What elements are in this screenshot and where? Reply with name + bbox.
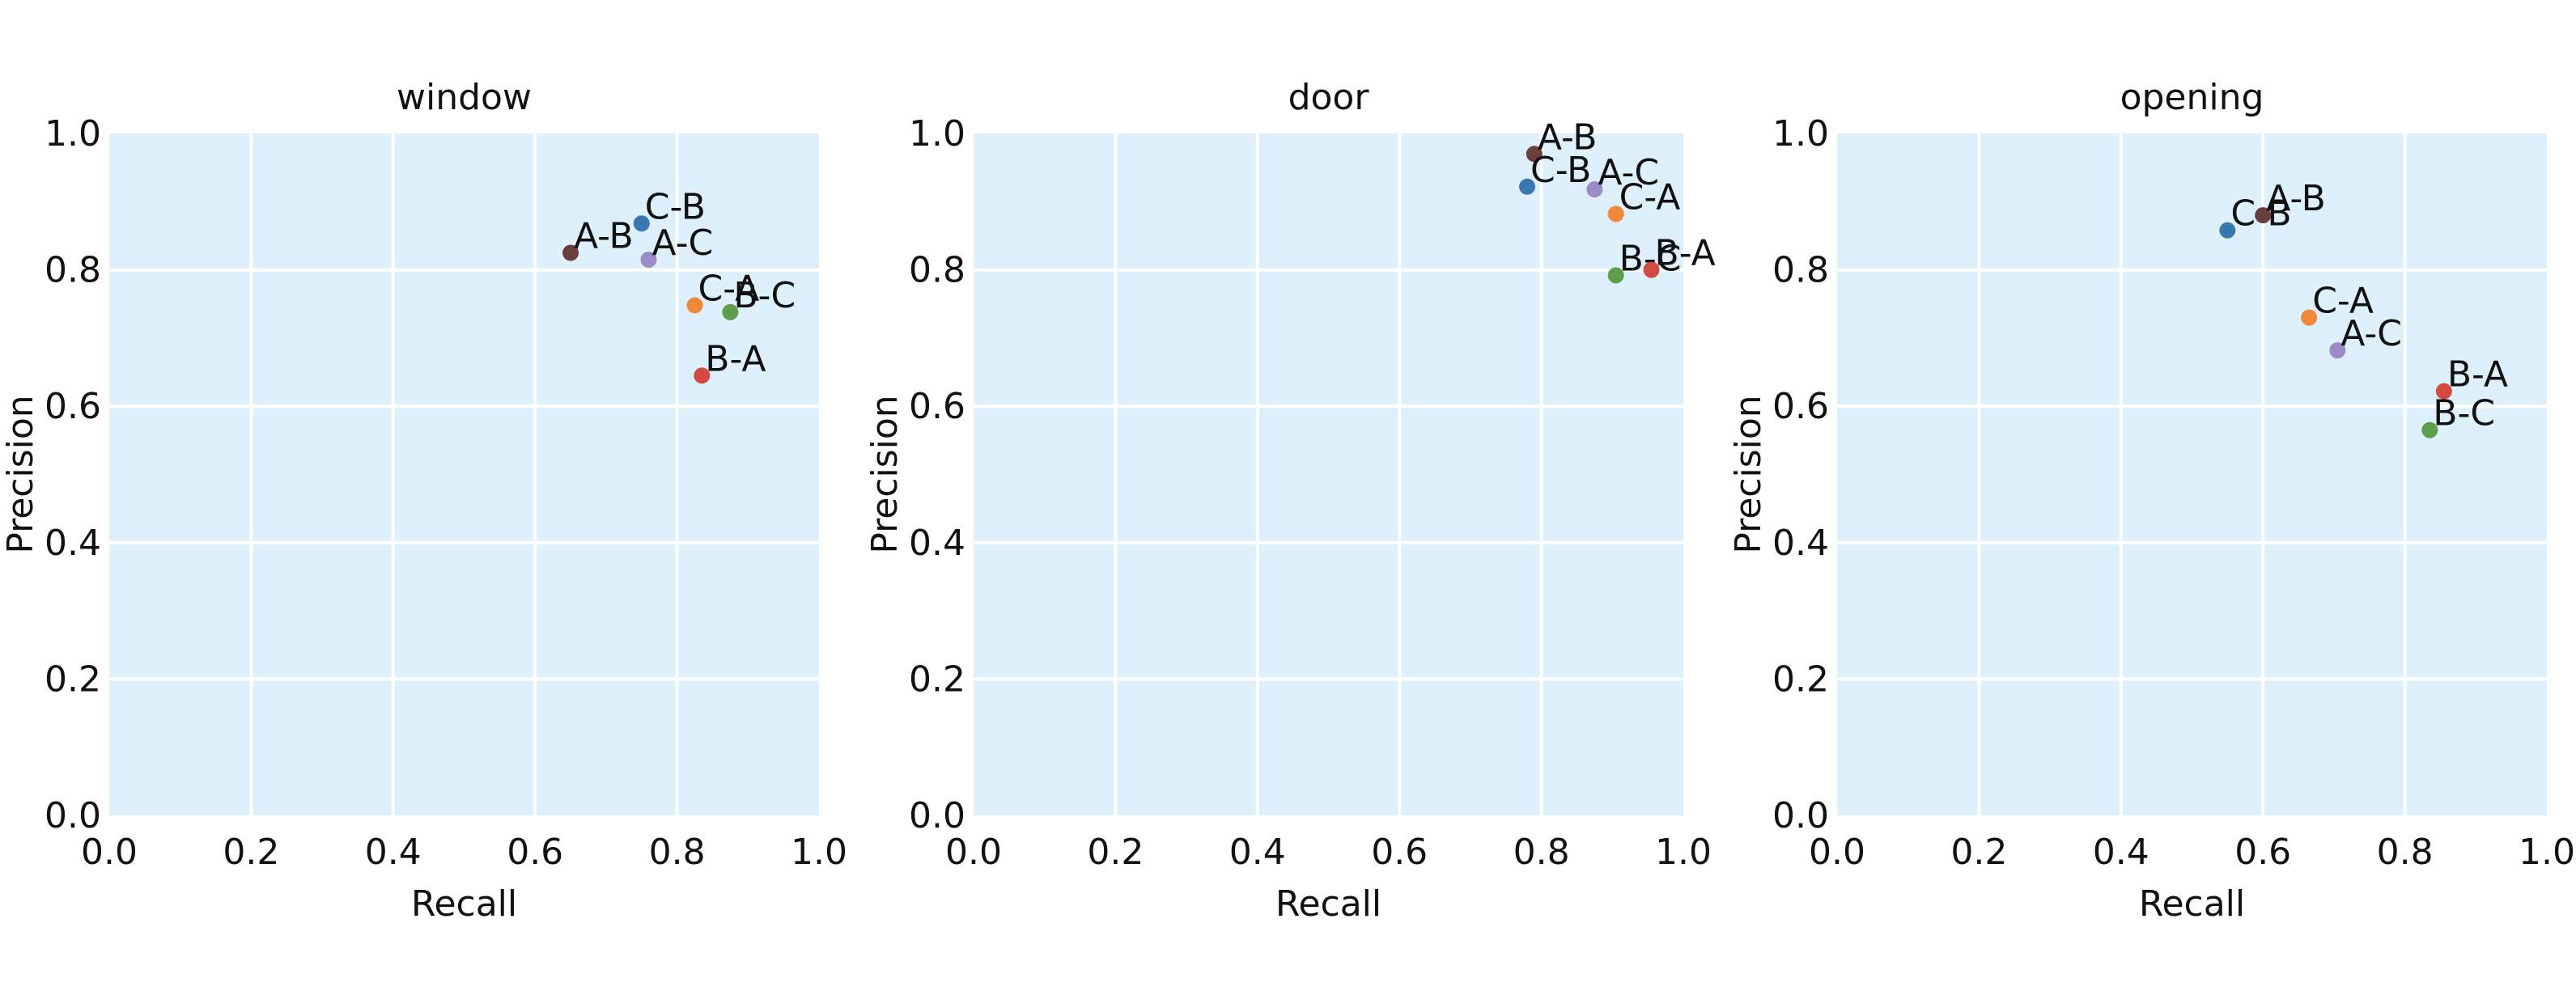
data-point-A-B xyxy=(562,244,579,261)
point-label: A-B xyxy=(1538,116,1598,158)
chart-panel-opening: 0.0 0.2 0.4 0.6 0.8 1.0 0.0 0.2 0.4 0.6 0.8 1.0 open… xyxy=(1728,77,2575,925)
data-point-C-B xyxy=(1519,178,1536,195)
data-point-B-A xyxy=(1643,261,1660,278)
x-axis-label: Recall xyxy=(411,883,517,925)
y-tick-label: 0.0 xyxy=(1772,795,1829,836)
y-axis-label: Precision xyxy=(1728,395,1769,553)
y-tick-label: 0.8 xyxy=(909,250,965,291)
point-label: C-B xyxy=(645,186,706,227)
point-label: C-A xyxy=(698,268,760,309)
y-tick-label: 0.2 xyxy=(1772,658,1829,700)
y-tick-label: 1.0 xyxy=(45,113,101,155)
point-label: C-A xyxy=(1619,176,1681,218)
data-point-B-C xyxy=(2421,421,2438,438)
data-point-A-B xyxy=(1526,146,1543,163)
data-point-C-A xyxy=(2301,309,2318,326)
x-axis-label: Recall xyxy=(2139,883,2245,925)
chart-panel-window: 0.0 0.2 0.4 0.6 0.8 1.0 0.0 0.2 0.4 0.6 0.8 1.0 wind… xyxy=(0,77,847,925)
y-tick-label: 0.0 xyxy=(45,795,101,836)
chart-title: opening xyxy=(2120,77,2264,118)
x-tick-label: 1.0 xyxy=(791,832,847,873)
y-tick-label: 0.8 xyxy=(1772,250,1829,291)
data-point-C-B xyxy=(2219,222,2236,239)
point-label: B-A xyxy=(705,338,766,379)
y-tick-label: 0.2 xyxy=(45,658,101,700)
data-point-C-A xyxy=(1607,205,1624,222)
x-tick-label: 0.0 xyxy=(1809,832,1865,873)
data-point-A-C xyxy=(2329,342,2346,359)
x-tick-label: 0.8 xyxy=(1513,832,1570,873)
data-point-B-C xyxy=(1607,267,1624,284)
x-tick-label: 0.6 xyxy=(507,832,563,873)
data-point-A-B xyxy=(2255,207,2272,224)
chart-panel-door: 0.0 0.2 0.4 0.6 0.8 1.0 0.0 0.2 0.4 0.6 0.8 1.0 door… xyxy=(864,77,1716,925)
data-point-A-C xyxy=(1586,181,1603,198)
y-tick-label: 0.8 xyxy=(45,250,101,291)
point-label: B-A xyxy=(1655,233,1716,274)
data-point-B-A xyxy=(694,367,711,384)
point-label: A-C xyxy=(1598,152,1659,193)
point-label: B-A xyxy=(2447,354,2508,396)
x-tick-label: 0.6 xyxy=(1371,832,1428,873)
x-tick-label: 1.0 xyxy=(1655,832,1712,873)
point-label: C-B xyxy=(1530,150,1591,191)
data-point-B-C xyxy=(722,303,739,320)
x-tick-label: 0.4 xyxy=(1229,832,1286,873)
point-label: A-C xyxy=(652,222,714,264)
x-axis-label: Recall xyxy=(1275,883,1381,925)
x-tick-label: 0.8 xyxy=(2377,832,2434,873)
plot-area xyxy=(974,133,1683,815)
y-axis-label: Precision xyxy=(0,395,41,553)
point-label: B-C xyxy=(733,275,796,316)
x-tick-label: 0.8 xyxy=(649,832,706,873)
y-tick-label: 0.2 xyxy=(909,658,965,700)
point-label: B-C xyxy=(2433,393,2495,434)
x-tick-label: 0.2 xyxy=(223,832,279,873)
y-axis-label: Precision xyxy=(864,395,906,553)
x-tick-label: 1.0 xyxy=(2519,832,2575,873)
data-point-C-B xyxy=(633,215,650,232)
y-tick-label: 0.4 xyxy=(45,523,101,564)
chart-title: door xyxy=(1288,77,1370,118)
x-tick-label: 0.4 xyxy=(365,832,422,873)
point-label: C-A xyxy=(2312,281,2374,322)
chart-title: window xyxy=(397,77,532,118)
x-tick-label: 0.2 xyxy=(1087,832,1144,873)
point-label: A-C xyxy=(2340,313,2402,354)
y-tick-label: 0.6 xyxy=(909,386,965,427)
plot-area xyxy=(1837,133,2547,815)
plot-area xyxy=(109,133,819,815)
data-point-C-A xyxy=(686,297,703,314)
data-point-B-A xyxy=(2435,383,2452,400)
data-point-A-C xyxy=(640,251,657,268)
point-label: A-B xyxy=(2266,178,2326,219)
x-tick-label: 0.4 xyxy=(2093,832,2149,873)
x-tick-label: 0.2 xyxy=(1950,832,2007,873)
y-tick-label: 0.6 xyxy=(45,386,101,427)
y-tick-label: 0.4 xyxy=(1772,523,1829,564)
x-tick-label: 0.6 xyxy=(2234,832,2291,873)
point-label: A-B xyxy=(574,216,634,257)
x-tick-label: 0.0 xyxy=(945,832,1002,873)
y-tick-label: 0.4 xyxy=(909,523,965,564)
y-tick-label: 1.0 xyxy=(1772,113,1829,155)
x-tick-label: 0.0 xyxy=(81,832,138,873)
y-tick-label: 0.0 xyxy=(909,795,965,836)
y-tick-label: 1.0 xyxy=(909,113,965,155)
y-tick-label: 0.6 xyxy=(1772,386,1829,427)
